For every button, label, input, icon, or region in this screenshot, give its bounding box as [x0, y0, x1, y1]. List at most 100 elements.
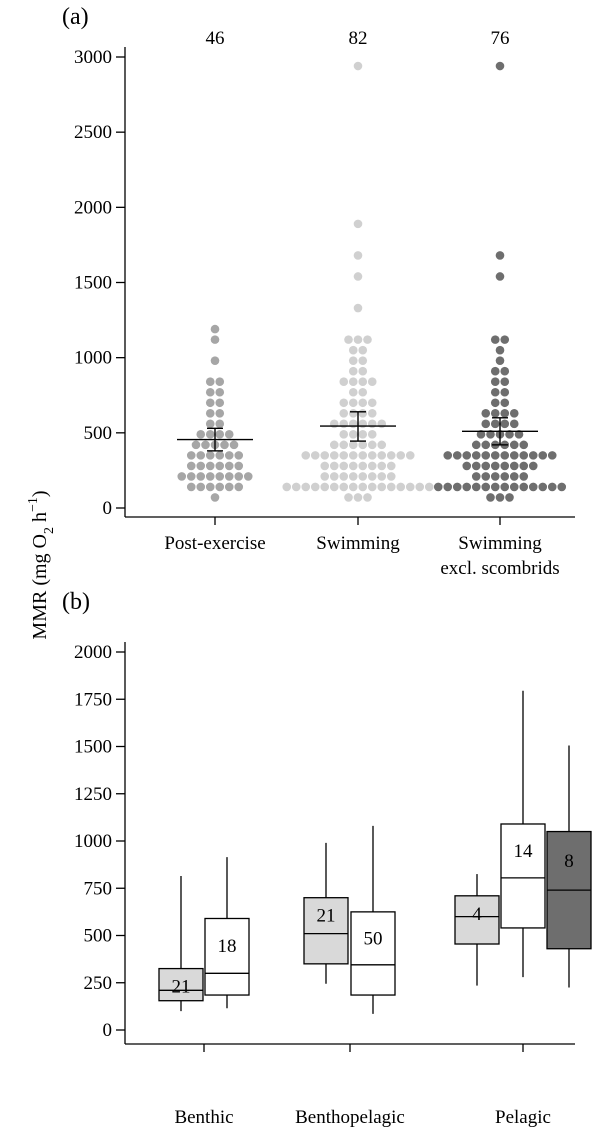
data-point — [509, 461, 519, 471]
y-tick-label: 1250 — [74, 784, 112, 805]
data-point — [205, 451, 215, 460]
data-point — [557, 482, 567, 492]
data-point — [367, 408, 377, 418]
data-point — [377, 482, 387, 492]
data-point — [505, 430, 514, 439]
data-point — [528, 482, 538, 492]
data-point — [367, 398, 377, 408]
y-axis-label: MMR (mg O2 h−1) — [26, 490, 57, 639]
data-point — [348, 461, 358, 471]
data-point — [224, 482, 234, 492]
data-point — [509, 440, 519, 450]
data-point — [215, 472, 225, 481]
data-point — [205, 482, 215, 492]
data-point — [186, 451, 196, 460]
data-point — [452, 482, 462, 492]
sample-size-label: 21 — [317, 906, 336, 927]
data-point — [210, 335, 220, 344]
data-point — [547, 482, 557, 492]
data-point — [490, 451, 500, 460]
data-point — [224, 461, 234, 471]
data-point — [490, 408, 500, 418]
data-point — [490, 366, 500, 376]
data-point — [471, 482, 481, 492]
data-point — [377, 461, 387, 471]
data-point — [320, 451, 330, 460]
data-point — [310, 482, 320, 492]
box — [158, 967, 204, 1002]
sample-size-label: 14 — [514, 841, 534, 862]
x-tick-label: Benthic — [174, 1107, 233, 1128]
data-point — [538, 482, 548, 492]
data-point — [353, 493, 363, 502]
data-point — [495, 272, 505, 281]
data-point — [358, 472, 368, 481]
data-point — [486, 493, 495, 502]
data-point — [490, 335, 500, 344]
data-point — [528, 461, 538, 471]
data-point — [358, 398, 368, 408]
data-point — [234, 461, 244, 471]
panel-a-dot-plot: (a) 0 500 1000 1500 2000 2500 3000 Post-exercise… — [62, 4, 575, 579]
data-point — [215, 430, 225, 439]
x-tick-label: Pelagic — [495, 1107, 551, 1128]
data-point — [481, 419, 491, 429]
sample-size-label: 21 — [172, 977, 191, 998]
sample-size-label: 50 — [364, 928, 383, 949]
data-point — [224, 472, 234, 481]
data-point — [348, 472, 358, 481]
data-point — [196, 430, 206, 439]
data-point — [348, 345, 358, 355]
data-point — [405, 482, 415, 492]
data-point — [329, 461, 339, 471]
data-point — [363, 493, 372, 502]
data-point — [367, 419, 377, 429]
data-point — [519, 482, 529, 492]
data-point — [353, 219, 363, 229]
data-point — [353, 272, 363, 281]
data-point — [481, 408, 491, 418]
data-point — [509, 408, 519, 418]
data-point — [386, 461, 396, 471]
data-point — [348, 356, 358, 365]
data-point — [443, 451, 453, 460]
data-point — [196, 482, 206, 492]
data-point — [196, 472, 206, 481]
data-point — [205, 472, 215, 481]
data-point — [476, 430, 486, 439]
data-point — [505, 493, 514, 502]
data-point — [509, 482, 519, 492]
data-point — [220, 440, 229, 450]
data-point — [500, 461, 510, 471]
y-tick-label: 1500 — [74, 737, 112, 758]
data-point — [329, 482, 339, 492]
data-point — [358, 430, 368, 439]
data-point — [339, 419, 349, 429]
y-tick-label: 750 — [84, 878, 113, 899]
data-point — [481, 451, 491, 460]
data-point — [490, 472, 500, 481]
data-point — [367, 482, 377, 492]
data-point — [186, 482, 196, 492]
data-point — [495, 493, 505, 502]
y-tick-label: 1000 — [74, 831, 112, 852]
data-point — [186, 472, 196, 481]
data-point — [353, 61, 363, 71]
data-point — [353, 335, 363, 344]
data-point — [310, 451, 320, 460]
data-point — [205, 398, 215, 408]
y-tick-label: 1750 — [74, 689, 112, 710]
data-point — [320, 472, 330, 481]
data-point — [339, 398, 349, 408]
y-tick-label: 2000 — [74, 642, 112, 663]
data-point — [358, 377, 368, 387]
data-point — [377, 472, 387, 481]
data-point — [358, 356, 368, 365]
box — [204, 917, 250, 996]
sample-count: 76 — [491, 28, 510, 49]
data-point — [205, 461, 215, 471]
data-point — [358, 408, 368, 418]
data-point — [229, 440, 239, 450]
data-point — [367, 451, 377, 460]
